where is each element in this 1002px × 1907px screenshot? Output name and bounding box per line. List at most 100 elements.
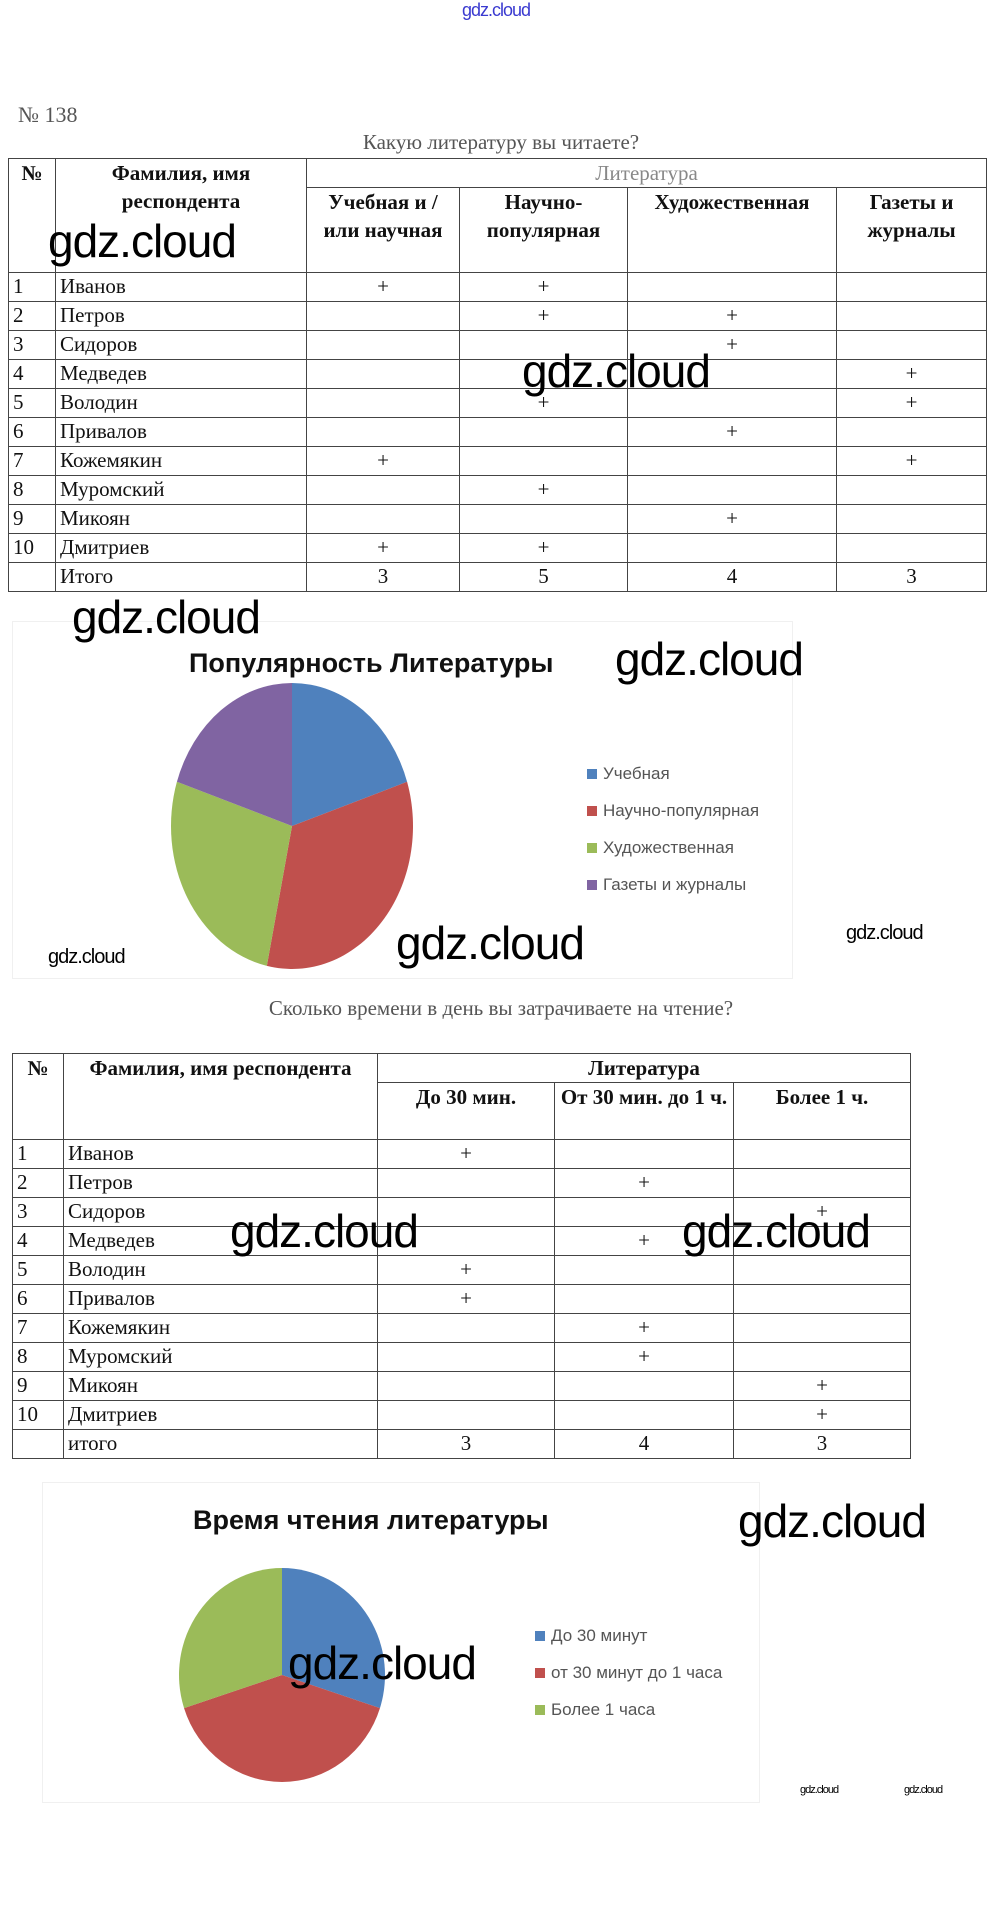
mark-cell — [733, 1168, 911, 1198]
mark-cell: 3 — [377, 1429, 555, 1459]
pie-slice-1 — [184, 1675, 380, 1782]
mark-cell: + — [733, 1197, 911, 1227]
table-row: 5 Володин + — [12, 1255, 911, 1285]
row-number: 7 — [8, 446, 56, 476]
chart-title: Популярность Литературы — [189, 648, 554, 678]
watermark: gdz.cloud — [738, 1495, 927, 1547]
mark-cell — [733, 1284, 911, 1314]
watermark: gdz.cloud — [682, 1205, 871, 1257]
respondent-name: итого — [63, 1429, 378, 1459]
table-row: 3 Сидоров + — [12, 1197, 911, 1227]
table-row: 2 Петров + — [12, 1168, 911, 1198]
header-col-2: Более 1 ч. — [733, 1082, 911, 1140]
mark-cell: + — [459, 272, 628, 302]
legend-swatch — [535, 1705, 545, 1715]
mark-cell — [306, 359, 460, 389]
respondent-name: Сидоров — [55, 330, 307, 360]
mark-cell: + — [627, 417, 837, 447]
chart-title: Время чтения литературы — [193, 1505, 549, 1535]
row-number: 6 — [8, 417, 56, 447]
mark-cell: + — [733, 1371, 911, 1401]
respondent-name: Иванов — [55, 272, 307, 302]
legend-swatch — [587, 769, 597, 779]
mark-cell — [627, 475, 837, 505]
mark-cell — [306, 504, 460, 534]
legend-item: Художественная — [587, 838, 734, 858]
mark-cell: + — [306, 272, 460, 302]
mark-cell: 4 — [627, 562, 837, 592]
header-col-1: Научно-популярная — [459, 187, 628, 273]
mark-cell — [835, 533, 988, 563]
table-row: 2 Петров + + — [8, 301, 988, 331]
legend-label: Художественная — [603, 838, 734, 857]
mark-cell: + — [627, 504, 837, 534]
header-num: № — [12, 1053, 64, 1140]
respondent-name: Медведев — [63, 1226, 378, 1256]
mark-cell: + — [459, 475, 628, 505]
table-row: 7 Кожемякин + — [12, 1313, 911, 1343]
legend-label: Газеты и журналы — [603, 875, 747, 894]
mark-cell — [306, 475, 460, 505]
mark-cell — [554, 1284, 734, 1314]
legend-swatch — [535, 1631, 545, 1641]
mark-cell: + — [459, 388, 628, 418]
mark-cell — [377, 1342, 555, 1372]
header-col-1: От 30 мин. до 1 ч. — [554, 1082, 734, 1140]
row-number: 4 — [12, 1226, 64, 1256]
row-number: 2 — [8, 301, 56, 331]
legend-swatch — [587, 880, 597, 890]
respondent-name: Дмитриев — [55, 533, 307, 563]
mark-cell — [627, 446, 837, 476]
table-row: 4 Медведев + — [12, 1226, 911, 1256]
row-number: 5 — [8, 388, 56, 418]
watermark: gdz.cloud — [615, 633, 804, 685]
table-row: 10 Дмитриев + — [12, 1400, 911, 1430]
survey1-question: Какую литературу вы читаете? — [362, 130, 640, 154]
survey2-table: № Фамилия, имя респондента Литература До… — [12, 1053, 911, 1459]
mark-cell — [554, 1371, 734, 1401]
total-row: Итого 3 5 4 3 — [8, 562, 988, 592]
mark-cell — [733, 1255, 911, 1285]
legend-item: Более 1 часа — [535, 1700, 655, 1720]
task-number: № 138 — [18, 102, 78, 127]
mark-cell — [554, 1139, 734, 1169]
mark-cell: 4 — [554, 1429, 734, 1459]
pie-slice-0 — [292, 683, 408, 826]
respondent-name: Привалов — [55, 417, 307, 447]
respondent-name: Дмитриев — [63, 1400, 378, 1430]
respondent-name: Володин — [63, 1255, 378, 1285]
table-row: 9 Микоян + — [12, 1371, 911, 1401]
respondent-name: Кожемякин — [63, 1313, 378, 1343]
header-name: Фамилия, имя респондента — [55, 158, 307, 273]
watermark: gdz.cloud — [230, 1205, 419, 1257]
respondent-name: Петров — [63, 1168, 378, 1198]
mark-cell: + — [835, 446, 988, 476]
pie-slice-3 — [176, 683, 292, 826]
legend-item: Учебная — [587, 764, 670, 784]
header-col-3: Газеты и журналы — [835, 187, 988, 273]
mark-cell — [627, 533, 837, 563]
chart-popularity: Популярность Литературы Учебная Научно-по… — [12, 621, 793, 979]
row-number: 3 — [8, 330, 56, 360]
row-number: 6 — [12, 1284, 64, 1314]
mark-cell — [306, 388, 460, 418]
watermark-top: gdz.cloud — [462, 0, 531, 20]
table-row: 8 Муромский + — [8, 475, 988, 505]
respondent-name: Микоян — [55, 504, 307, 534]
mark-cell — [835, 475, 988, 505]
pie-slice-2 — [179, 1568, 282, 1709]
mark-cell — [835, 504, 988, 534]
table-row: 5 Володин + + — [8, 388, 988, 418]
mark-cell — [835, 330, 988, 360]
pie-chart — [171, 683, 413, 969]
mark-cell: 3 — [835, 562, 988, 592]
watermark: gdz.cloud — [48, 215, 237, 267]
respondent-name: Микоян — [63, 1371, 378, 1401]
pie-slice-2 — [171, 781, 292, 966]
table-row: 10 Дмитриев + + — [8, 533, 988, 563]
header-col-0: До 30 мин. — [377, 1082, 555, 1140]
row-number: 8 — [12, 1342, 64, 1372]
row-number: 10 — [12, 1400, 64, 1430]
mark-cell — [377, 1313, 555, 1343]
respondent-name: Муромский — [63, 1342, 378, 1372]
